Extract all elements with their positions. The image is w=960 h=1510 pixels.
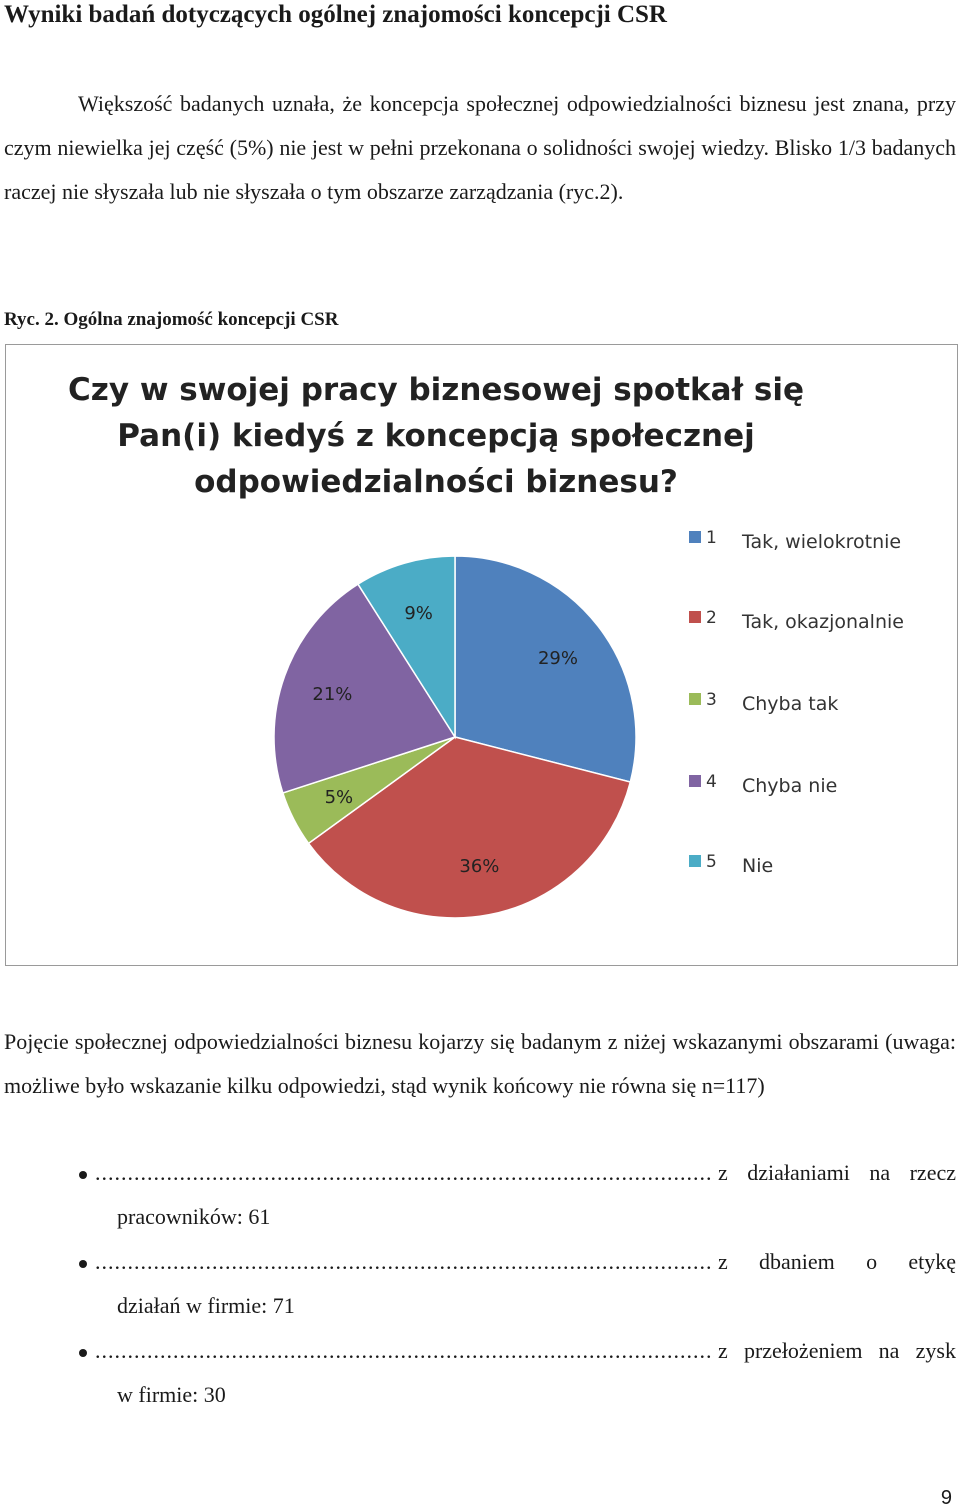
association-item-word: dbaniem — [759, 1249, 835, 1274]
intro-paragraph-text: Większość badanych uznała, że koncepcja … — [4, 91, 956, 204]
pie-chart: 29% 36% 5% 21% 9% 1 Tak, wielokrotnie 2 Tak, oka… — [5, 344, 958, 966]
pie-slice-2-value-label: 36% — [459, 856, 499, 877]
association-item-word: etykę — [908, 1249, 956, 1274]
association-item-line2: pracowników: 61 — [117, 1204, 271, 1229]
association-item-label: z przełożeniem na zysk — [718, 1329, 956, 1373]
legend-label-2: Tak, okazjonalnie — [741, 611, 904, 633]
association-item-label: z działaniami na rzecz — [718, 1151, 956, 1195]
association-item-word: na — [878, 1338, 900, 1363]
legend-item-5: 5 Nie — [689, 852, 773, 877]
association-item-word: z — [718, 1160, 728, 1185]
dot-leader: ........................................… — [95, 1338, 714, 1363]
page-number: 9 — [940, 1487, 952, 1509]
bullet-dot-icon — [79, 1349, 87, 1357]
pie-slice-4-value-label: 21% — [312, 684, 352, 705]
pie-chart-canvas: 29% 36% 5% 21% 9% 1 Tak, wielokrotnie 2 Tak, oka… — [273, 528, 904, 919]
association-item-label: z dbaniem o etykę — [718, 1240, 956, 1284]
pie-slice-2 — [307, 736, 632, 919]
legend-swatch-3 — [689, 693, 701, 705]
pie-slice-4 — [273, 583, 457, 794]
association-item: ........................................… — [0, 1329, 960, 1417]
legend-swatch-2 — [689, 611, 701, 623]
bullet-dot-icon — [79, 1171, 87, 1179]
intro-paragraph: Większość badanych uznała, że koncepcja … — [4, 82, 956, 214]
association-item-word: przełożeniem — [743, 1338, 863, 1363]
chart-title: Czy w swojej pracy biznesowej spotkał si… — [68, 372, 804, 500]
pie-slice-3-value-label: 5% — [325, 787, 354, 808]
association-item-line2: w firmie: 30 — [117, 1382, 226, 1407]
figure-caption: Ryc. 2. Ogólna znajomość koncepcji CSR — [4, 309, 339, 330]
legend-item-3: 3 Chyba tak — [689, 690, 838, 715]
legend-item-2: 2 Tak, okazjonalnie — [689, 608, 904, 633]
legend-label-1: Tak, wielokrotnie — [741, 531, 901, 553]
bullet-dot-icon — [79, 1260, 87, 1268]
associations-paragraph: Pojęcie społecznej odpowiedzialności biz… — [4, 1029, 956, 1098]
association-item-line2: działań w firmie: 71 — [117, 1293, 295, 1318]
legend-number-4: 4 — [706, 772, 717, 792]
association-item-word: działaniami — [747, 1160, 850, 1185]
association-item: ........................................… — [0, 1240, 960, 1328]
legend-swatch-4 — [689, 775, 701, 787]
legend-item-1: 1 Tak, wielokrotnie — [689, 528, 901, 553]
legend-item-4: 4 Chyba nie — [689, 772, 837, 797]
association-item-line1: ........................................… — [95, 1151, 956, 1195]
association-item-line1: ........................................… — [95, 1240, 956, 1284]
legend-swatch-1 — [689, 531, 701, 543]
association-item-word: z — [718, 1338, 728, 1363]
legend-number-2: 2 — [706, 608, 717, 628]
association-item-word: rzecz — [909, 1160, 956, 1185]
dot-leader: ........................................… — [95, 1160, 714, 1185]
association-item: ........................................… — [0, 1151, 960, 1239]
association-item-word: o — [866, 1249, 878, 1274]
dot-leader: ........................................… — [95, 1249, 714, 1274]
legend-label-3: Chyba tak — [742, 693, 838, 715]
legend-number-3: 3 — [706, 690, 717, 710]
pie-slice-5 — [356, 555, 456, 740]
association-item-word: zysk — [915, 1338, 956, 1363]
legend-number-5: 5 — [706, 852, 717, 872]
legend-swatch-5 — [689, 855, 701, 867]
association-item-word: na — [869, 1160, 891, 1185]
legend-label-5: Nie — [742, 855, 773, 877]
association-item-line1: ........................................… — [95, 1329, 956, 1373]
pie-slice-5-value-label: 9% — [404, 603, 433, 624]
page-heading: Wyniki badań dotyczących ogólnej znajomo… — [4, 1, 667, 28]
association-item-word: z — [718, 1249, 728, 1274]
pie-slice-1-value-label: 29% — [538, 648, 578, 669]
legend-label-4: Chyba nie — [742, 775, 837, 797]
pie-slice-1 — [454, 555, 637, 783]
legend-number-1: 1 — [706, 528, 717, 548]
